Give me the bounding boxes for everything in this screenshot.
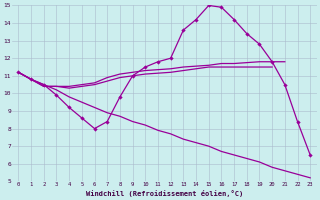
X-axis label: Windchill (Refroidissement éolien,°C): Windchill (Refroidissement éolien,°C) — [86, 190, 243, 197]
